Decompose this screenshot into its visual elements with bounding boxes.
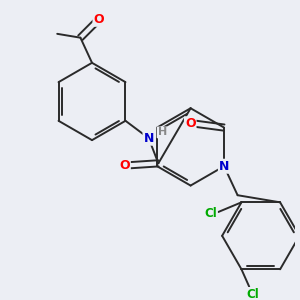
Text: O: O bbox=[94, 13, 104, 26]
Text: N: N bbox=[219, 160, 229, 173]
Text: Cl: Cl bbox=[247, 288, 260, 300]
Text: O: O bbox=[119, 159, 130, 172]
Text: O: O bbox=[185, 117, 196, 130]
Text: Cl: Cl bbox=[204, 207, 217, 220]
Text: H: H bbox=[158, 128, 167, 137]
Text: N: N bbox=[143, 132, 154, 145]
